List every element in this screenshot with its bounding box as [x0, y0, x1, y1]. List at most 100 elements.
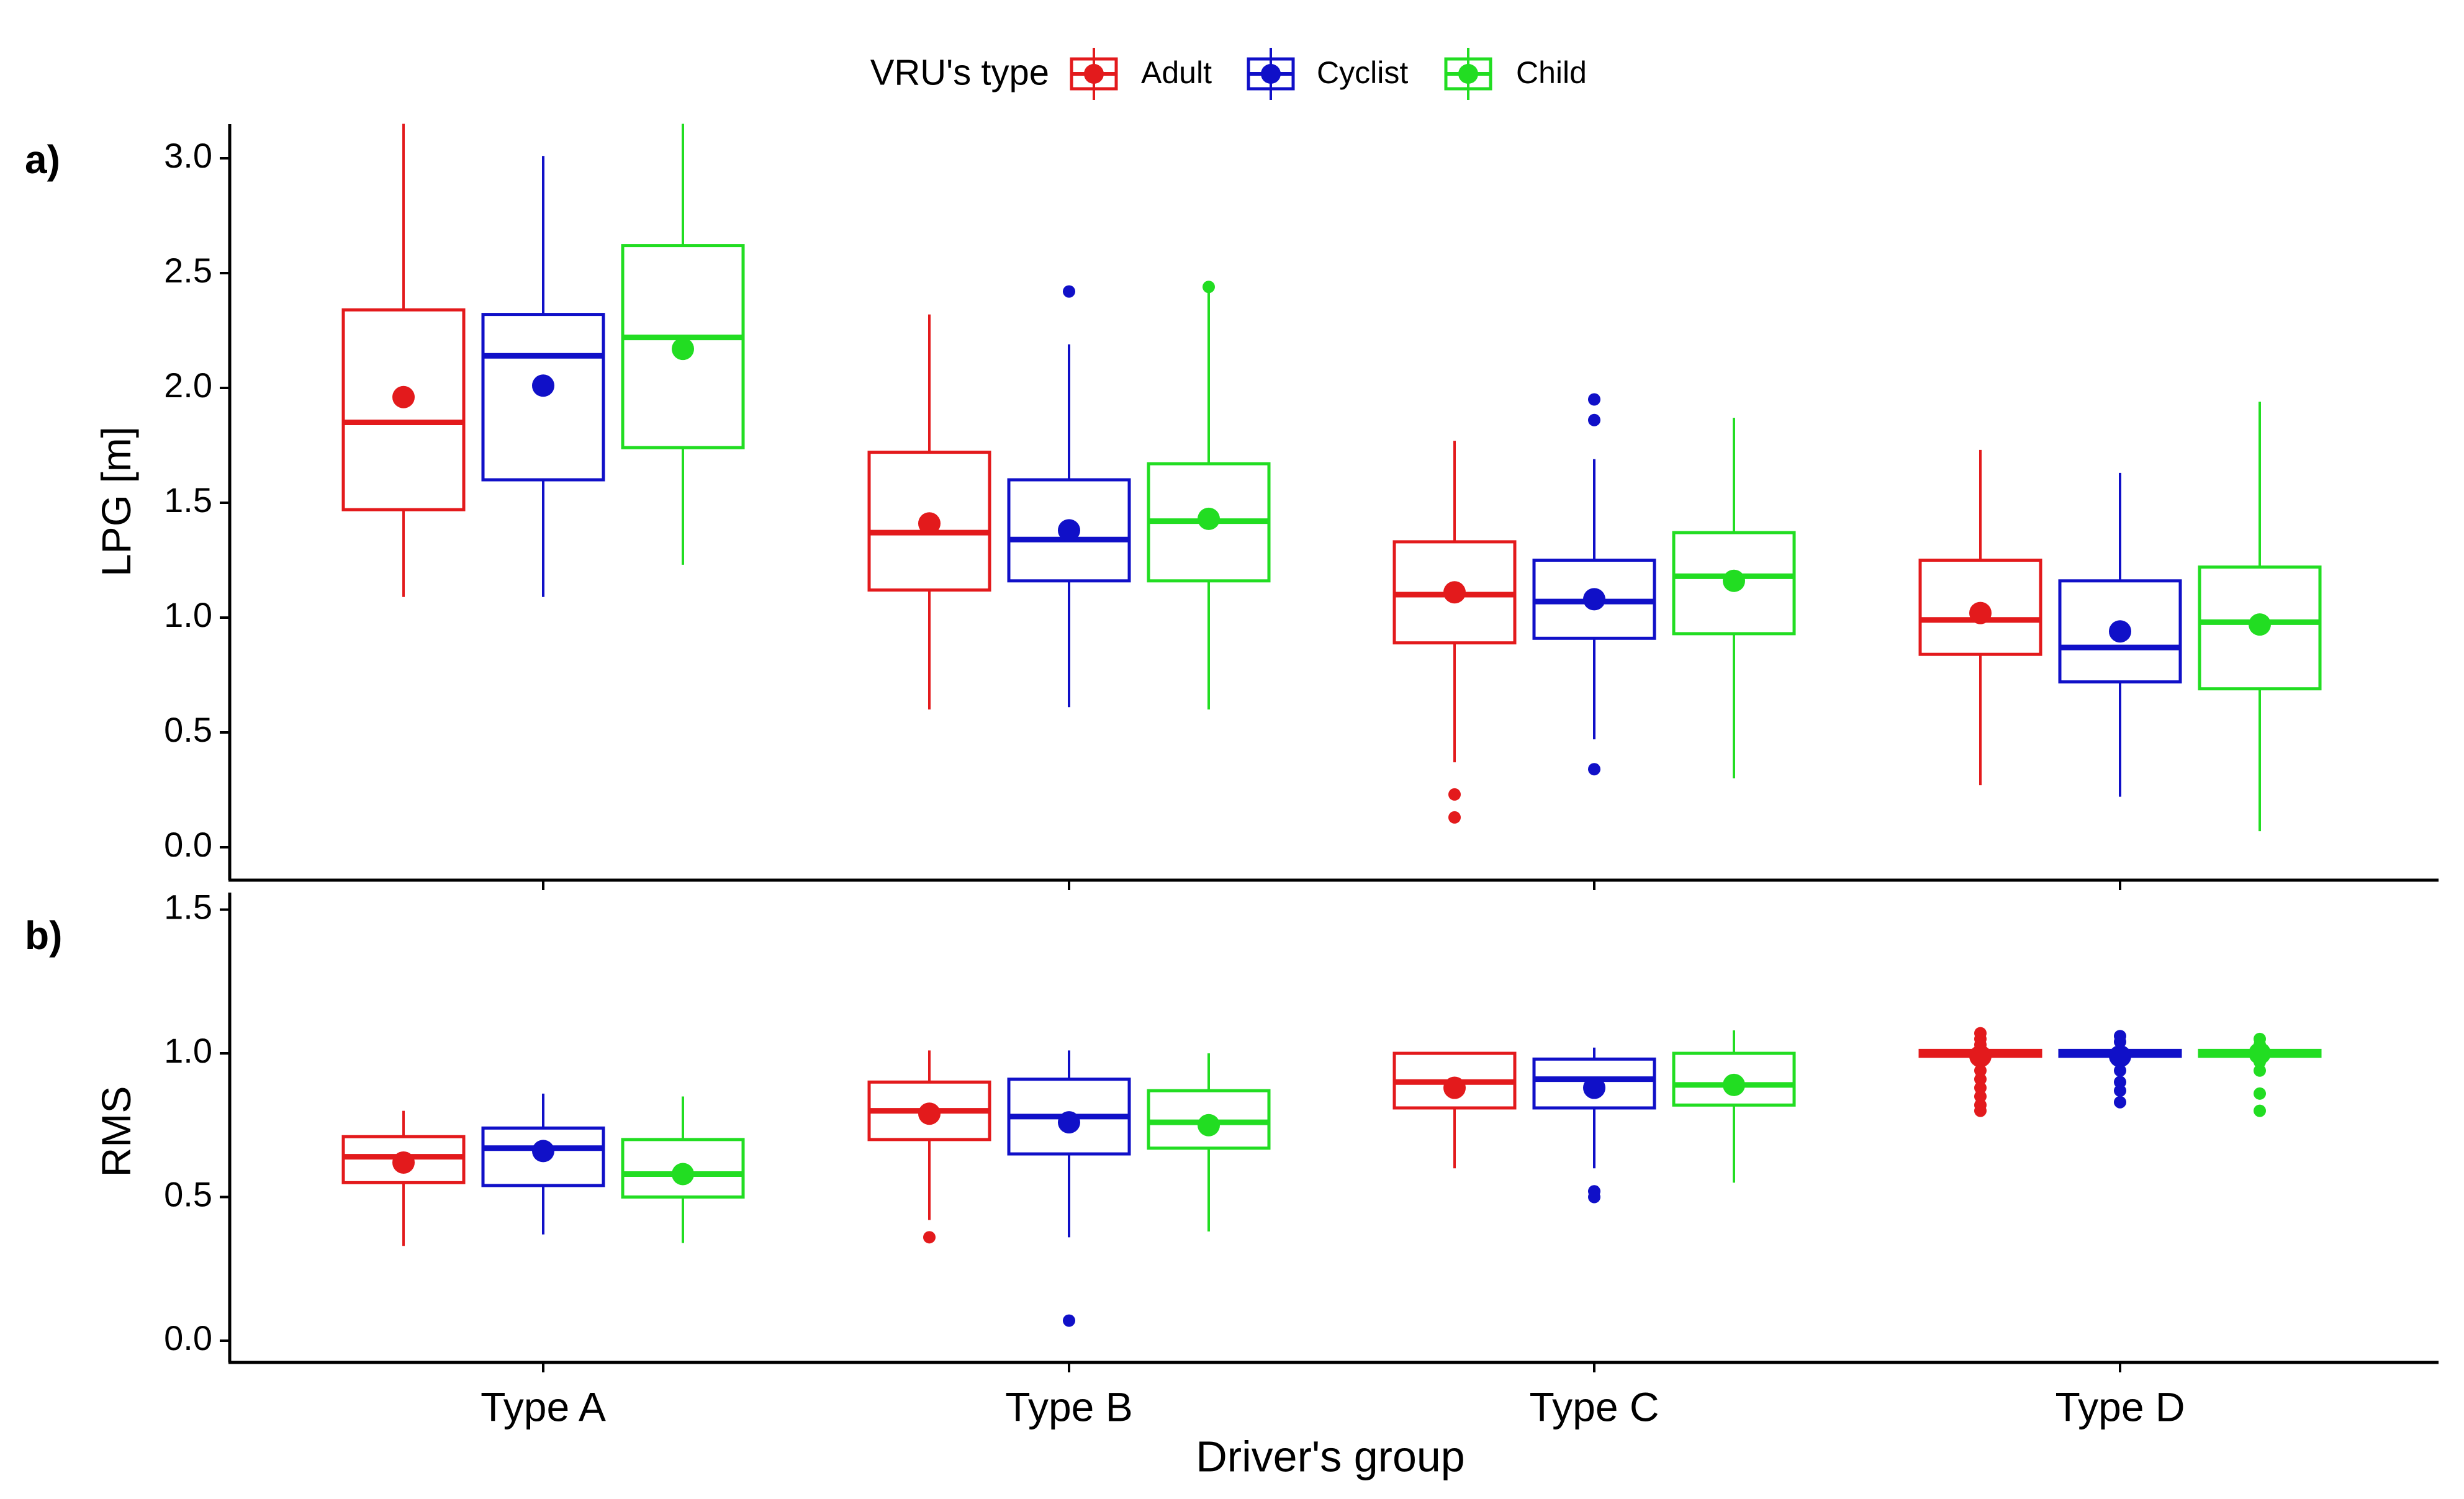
outlier-point	[2114, 1084, 2126, 1097]
y-tick-label: 1.5	[164, 480, 212, 520]
outlier-point	[1448, 788, 1461, 801]
outlier-point	[2114, 1064, 2126, 1077]
panel-label-b: b)	[25, 913, 62, 958]
outlier-point	[1974, 1027, 1987, 1040]
outlier-point	[1588, 393, 1600, 406]
box-adult-type-b	[867, 1050, 991, 1244]
box-adult-type-b	[867, 314, 991, 709]
legend: VRU's type Adult Cyclist Child	[870, 48, 1587, 100]
outlier-point	[1063, 1314, 1075, 1327]
box-cyclist-type-d	[2058, 1030, 2182, 1109]
outlier-point	[1588, 1185, 1600, 1198]
legend-key-child	[1444, 48, 1492, 100]
mean-point	[1443, 1076, 1466, 1099]
box-iqr	[341, 308, 466, 511]
mean-point	[532, 1140, 554, 1163]
outlier-point	[1974, 1064, 1987, 1077]
mean-point	[1583, 588, 1605, 611]
box-child-type-c	[1672, 1030, 1796, 1183]
y-axis-title-a: LPG [m]	[93, 426, 139, 577]
y-tick-label: 3.0	[164, 136, 212, 175]
box-cyclist-type-a	[481, 1093, 605, 1235]
box-adult-type-c	[1392, 1051, 1517, 1169]
outlier-point	[2254, 1032, 2266, 1045]
y-tick-label: 0.5	[164, 710, 212, 749]
mean-point	[1198, 507, 1220, 530]
legend-label-adult: Adult	[1141, 55, 1212, 90]
outlier-point	[2254, 1104, 2266, 1117]
mean-point	[392, 385, 415, 408]
box-iqr	[481, 313, 605, 482]
mean-point	[672, 338, 694, 361]
panel-b: 0.0 0.5 1.0 1.5 Type A Type B Type C Type D	[164, 887, 2439, 1429]
legend-label-child: Child	[1516, 55, 1587, 90]
box-child-type-a	[621, 1096, 745, 1243]
mean-point	[918, 1102, 941, 1125]
mean-point	[2249, 613, 2271, 636]
box-child-type-d	[2198, 402, 2322, 832]
mean-point	[2109, 620, 2131, 643]
box-adult-type-a	[341, 124, 466, 597]
mean-point	[2249, 1042, 2271, 1065]
outlier-point	[1974, 1081, 1987, 1094]
box-cyclist-type-d	[2058, 472, 2182, 797]
mean-point	[672, 1163, 694, 1186]
outlier-point	[2254, 1087, 2266, 1100]
legend-key-adult	[1070, 48, 1118, 100]
y-tick-label: 0.0	[164, 1318, 212, 1357]
box-cyclist-type-c	[1532, 393, 1656, 776]
box-child-type-c	[1672, 418, 1796, 778]
x-axis-title: Driver's group	[1196, 1432, 1465, 1480]
box-cyclist-type-a	[481, 156, 605, 597]
mean-point	[1058, 519, 1080, 542]
panel-a: 0.0 0.5 1.0 1.5 2.0 2.5 3.0	[164, 124, 2439, 890]
outlier-point	[2114, 1030, 2126, 1043]
y-tick-label: 2.0	[164, 366, 212, 405]
outlier-point	[1448, 811, 1461, 824]
box-adult-type-c	[1392, 441, 1517, 824]
y-tick-label: 1.5	[164, 887, 212, 926]
box-adult-type-d	[1918, 1027, 2042, 1117]
legend-key-cyclist	[1247, 48, 1295, 100]
y-tick-label: 0.5	[164, 1174, 212, 1213]
outlier-point	[1974, 1099, 1987, 1112]
box-iqr	[1532, 1057, 1656, 1110]
mean-point	[1969, 1045, 1992, 1068]
mean-point	[392, 1151, 415, 1174]
mean-point	[918, 512, 941, 535]
outlier-point	[2114, 1076, 2126, 1089]
y-axis-title-b: RMS	[93, 1086, 139, 1177]
outlier-point	[1588, 763, 1600, 776]
mean-point	[1723, 569, 1745, 592]
legend-label-cyclist: Cyclist	[1317, 55, 1408, 90]
box-cyclist-type-b	[1007, 285, 1131, 708]
box-cyclist-type-b	[1007, 1050, 1131, 1327]
x-tick-label: Type D	[2055, 1384, 2185, 1429]
box-child-type-a	[621, 124, 745, 565]
mean-point	[532, 374, 554, 397]
box-iqr	[1672, 1051, 1796, 1107]
outlier-point	[2114, 1096, 2126, 1109]
mean-point	[1583, 1076, 1605, 1099]
box-child-type-d	[2198, 1032, 2322, 1117]
y-tick-label: 1.0	[164, 595, 212, 634]
outlier-point	[923, 1231, 936, 1244]
box-cyclist-type-c	[1532, 1047, 1656, 1204]
y-tick-label: 0.0	[164, 825, 212, 864]
box-adult-type-a	[341, 1110, 466, 1246]
mean-point	[1723, 1073, 1745, 1096]
x-tick-label: Type B	[1005, 1384, 1132, 1429]
outlier-point	[1974, 1073, 1987, 1086]
box-adult-type-d	[1918, 449, 2042, 786]
box-child-type-b	[1147, 281, 1271, 709]
outlier-point	[1203, 281, 1215, 294]
panel-label-a: a)	[25, 137, 60, 182]
mean-point	[1058, 1111, 1080, 1134]
mean-point	[1198, 1114, 1220, 1137]
outlier-point	[1588, 413, 1600, 426]
mean-point	[1969, 601, 1992, 624]
mean-point	[2109, 1045, 2131, 1068]
mean-point	[1443, 581, 1466, 604]
y-tick-label: 1.0	[164, 1031, 212, 1070]
